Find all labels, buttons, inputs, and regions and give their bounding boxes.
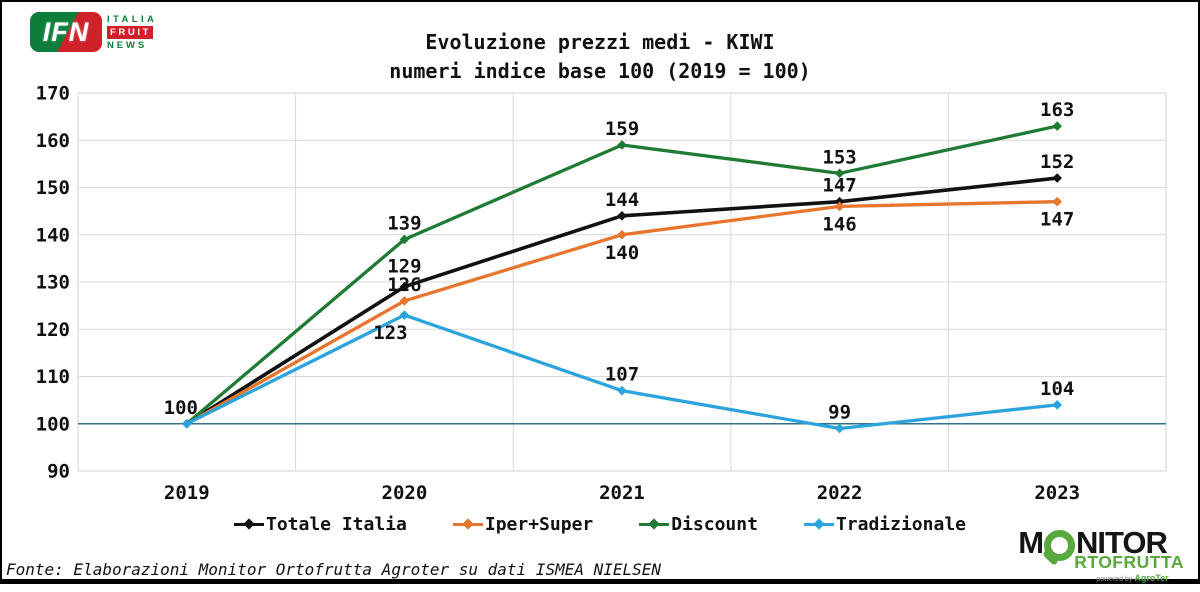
y-axis-label: 120	[36, 319, 70, 341]
legend-swatch-totale-italia	[233, 518, 264, 530]
y-axis-label: 150	[36, 177, 70, 199]
y-axis-label: 110	[36, 366, 70, 388]
ifn-logo-text: ITALIA FRUIT NEWS	[107, 14, 157, 51]
data-label-discount: 159	[605, 118, 639, 140]
y-axis-label: 100	[36, 413, 70, 435]
data-point-discount	[617, 140, 627, 150]
data-label-discount: 139	[387, 212, 421, 234]
data-point-totale-italia	[617, 211, 627, 221]
ifn-badge: IFN	[30, 12, 102, 52]
data-point-tradizionale	[1052, 400, 1063, 410]
ifn-italia-label: ITALIA	[107, 13, 158, 25]
data-point-discount	[834, 168, 845, 179]
monitor-logo-line1: M NITOR	[1018, 525, 1184, 566]
data-label-discount: 153	[822, 146, 856, 168]
chart-legend: Totale Italia Iper+Super Discount Tradiz…	[0, 514, 1200, 535]
x-axis-label: 2021	[599, 482, 645, 504]
y-axis-label: 90	[47, 461, 70, 483]
data-label-iper-super: 146	[822, 213, 856, 235]
ifn-badge-text: IFN	[42, 16, 90, 47]
legend-item-iper-super: Iper+Super	[452, 514, 594, 535]
y-axis-label: 140	[36, 224, 70, 246]
chart-canvas: 90 100 110 120 130 140 150 160 170 2019 2020 2021 20…	[36, 83, 1167, 504]
legend-label-discount: Discount	[671, 514, 758, 535]
agroter-brand: AgroTer	[1134, 573, 1169, 583]
powered-by-text: powered by	[1096, 576, 1135, 583]
ifn-logo: IFN ITALIA FRUIT NEWS	[30, 12, 157, 52]
data-point-tradizionale	[617, 385, 627, 396]
data-label-iper-super: 126	[387, 274, 421, 296]
legend-label-totale-italia: Totale Italia	[265, 514, 407, 535]
y-axis-label: 130	[36, 272, 70, 294]
chart-title: Evoluzione prezzi medi - KIWI	[425, 30, 775, 54]
data-point-iper-super	[617, 229, 627, 240]
data-point-tradizionale	[399, 310, 410, 320]
monitor-logo-powered: powered by AgroTer	[1096, 573, 1184, 583]
legend-swatch-iper-super	[452, 518, 483, 530]
data-point-iper-super	[834, 201, 845, 212]
y-axis-label: 160	[36, 130, 70, 152]
data-label-iper-super: 140	[605, 242, 639, 264]
data-label-tradizionale: 107	[605, 364, 639, 386]
data-point-totale-italia	[1052, 173, 1063, 183]
monitor-ortofrutta-logo: M NITOR RTOFRUTTA powered by AgroTer	[1018, 527, 1184, 583]
x-axis-label: 2019	[164, 482, 210, 504]
data-label-tradizionale: 123	[373, 322, 407, 344]
monitor-logo-line2: RTOFRUTTA	[1074, 552, 1184, 572]
data-label-discount: 163	[1040, 99, 1074, 121]
legend-label-iper-super: Iper+Super	[484, 514, 594, 535]
data-point-tradizionale	[834, 423, 845, 434]
y-axis-label: 170	[36, 83, 70, 105]
monitor-logo-m: M	[1018, 525, 1044, 560]
legend-item-totale-italia: Totale Italia	[233, 514, 407, 535]
data-label-tradizionale: 99	[828, 401, 851, 423]
data-label-totale-italia: 147	[822, 175, 856, 197]
legend-swatch-tradizionale	[803, 518, 834, 530]
data-label-totale-italia: 144	[605, 189, 639, 211]
source-note: Fonte: Elaborazioni Monitor Ortofrutta A…	[6, 560, 662, 579]
plot-border	[77, 92, 1167, 472]
legend-item-discount: Discount	[639, 514, 758, 535]
data-label-totale-italia: 129	[387, 256, 421, 278]
data-label-tradizionale: 104	[1040, 378, 1074, 400]
legend-label-tradizionale: Tradizionale	[835, 514, 966, 535]
data-label-iper-super: 147	[1040, 209, 1074, 231]
data-label-totale-italia: 152	[1040, 151, 1074, 173]
ifn-fruit-label: FRUIT	[107, 25, 153, 39]
legend-item-tradizionale: Tradizionale	[803, 514, 966, 535]
data-point-discount	[399, 234, 410, 245]
x-axis-label: 2023	[1034, 482, 1080, 504]
magnifier-icon	[1042, 529, 1076, 566]
ifn-news-label: NEWS	[107, 39, 148, 51]
data-label-totale-italia: 100	[164, 397, 198, 419]
chart-title-block: Evoluzione prezzi medi - KIWI numeri ind…	[0, 28, 1200, 86]
data-point-discount	[1052, 121, 1063, 131]
x-axis-label: 2020	[382, 482, 428, 504]
legend-swatch-discount	[639, 518, 670, 530]
x-axis-label: 2022	[817, 482, 863, 504]
monitor-logo-nitor: NITOR	[1076, 525, 1168, 560]
data-point-iper-super	[1052, 196, 1063, 207]
chart-subtitle: numeri indice base 100 (2019 = 100)	[389, 59, 811, 83]
